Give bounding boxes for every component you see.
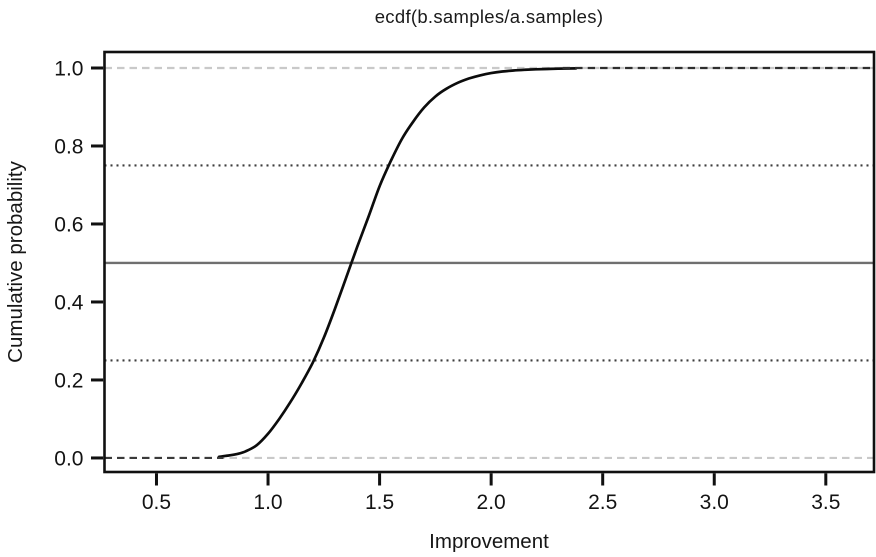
y-axis-label: Cumulative probability <box>4 160 27 362</box>
y-tick-label: 0.6 <box>54 213 83 236</box>
x-tick-label: 3.5 <box>811 491 840 514</box>
frame-and-ticks-layer: 0.5 1.0 1.5 2.0 2.5 3.0 3.5 0.0 0.2 0.4 0.6 0.8 1.0 <box>54 50 876 514</box>
chart-title: ecdf(b.samples/a.samples) <box>375 6 604 27</box>
y-tick-label: 0.8 <box>54 135 83 158</box>
x-axis-label: Improvement <box>429 530 549 553</box>
y-tick-label: 0.4 <box>54 291 84 314</box>
plot-frame <box>103 50 876 474</box>
x-tick-label: 1.0 <box>253 491 282 514</box>
y-tick-label: 0.0 <box>54 447 83 470</box>
x-tick-label: 3.0 <box>700 491 729 514</box>
ecdf-curve <box>217 67 578 459</box>
reference-lines-layer <box>104 66 874 460</box>
x-tick-label: 2.0 <box>477 491 506 514</box>
curve-layer <box>104 66 874 460</box>
y-tick-label: 1.0 <box>54 57 83 80</box>
y-tick-label: 0.2 <box>54 369 83 392</box>
x-tick-label: 1.5 <box>365 491 394 514</box>
x-tick-label: 2.5 <box>588 491 617 514</box>
x-tick-label: 0.5 <box>142 491 171 514</box>
